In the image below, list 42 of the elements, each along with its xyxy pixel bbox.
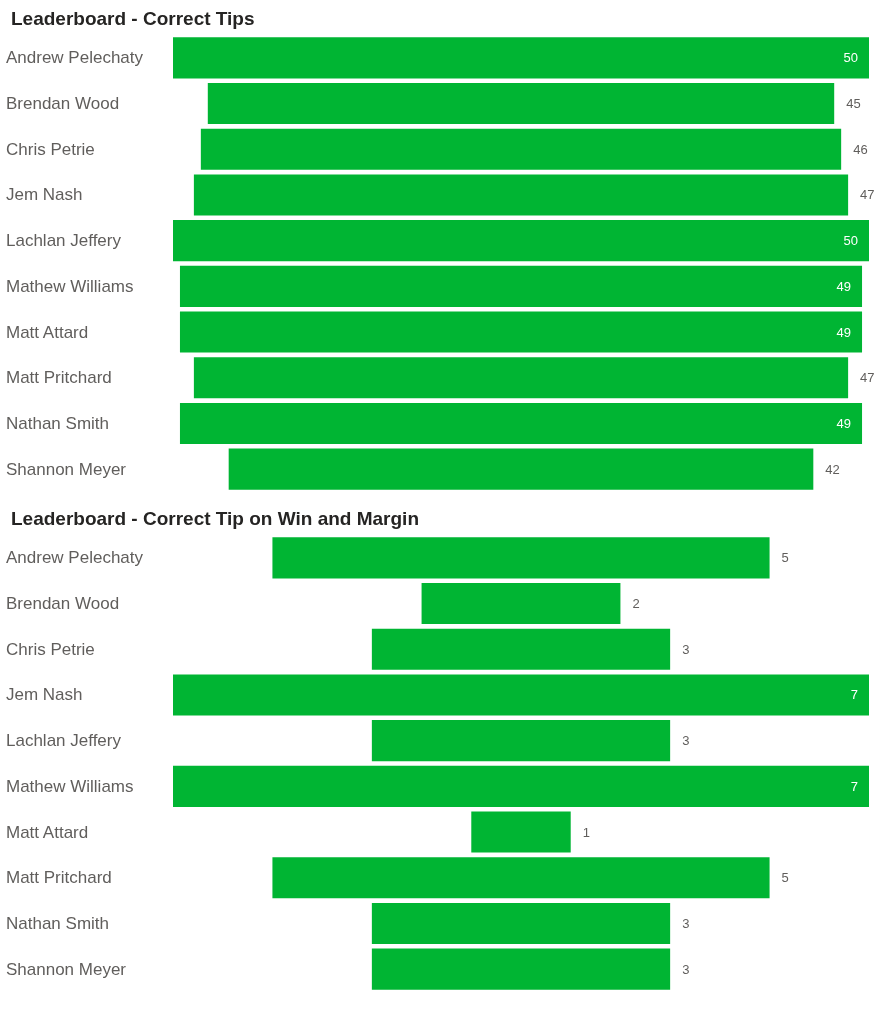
text: Leaderboard - Correct Tip on Win and Margin (11, 508, 420, 529)
category-label: Jem Nash (6, 185, 83, 205)
data-label: 3 (682, 961, 690, 977)
category-label: Nathan Smith (6, 413, 109, 433)
data-label: 47 (860, 370, 875, 386)
category-label: Andrew Pelechaty (6, 548, 144, 568)
category-label: Shannon Meyer (6, 459, 127, 479)
category-label: Jem Nash (6, 685, 83, 705)
data-label: 50 (843, 233, 858, 249)
data-label: 7 (850, 778, 858, 794)
data-label: 7 (850, 687, 858, 703)
data-label: 42 (825, 461, 840, 477)
data-label: 50 (843, 50, 858, 66)
category-label: Matt Attard (6, 822, 89, 842)
data-label: 2 (632, 596, 640, 612)
category-label: Chris Petrie (6, 639, 95, 659)
category-label: Andrew Pelechaty (6, 48, 144, 68)
data-label: 49 (836, 278, 852, 294)
category-label: Shannon Meyer (6, 959, 127, 979)
data-label: 5 (781, 550, 789, 566)
category-label: Mathew Williams (6, 776, 134, 796)
data-label: 5 (781, 870, 789, 886)
text: Leaderboard - Correct Tips (11, 8, 255, 29)
category-label: Brendan Wood (6, 594, 120, 614)
category-label: Matt Pritchard (6, 368, 112, 388)
data-label: 49 (836, 324, 852, 340)
category-label: Matt Pritchard (6, 868, 112, 888)
data-label: 3 (682, 733, 690, 749)
category-label: Matt Attard (6, 322, 89, 342)
category-label: Nathan Smith (6, 913, 109, 933)
data-label: 45 (846, 96, 861, 112)
category-label: Lachlan Jeffery (6, 731, 122, 751)
category-label: Brendan Wood (6, 94, 120, 114)
data-label: 49 (836, 415, 852, 431)
data-label: 47 (860, 187, 875, 203)
data-label: 3 (682, 915, 690, 931)
data-label: 1 (582, 824, 590, 840)
data-label: 46 (853, 141, 868, 157)
category-label: Chris Petrie (6, 139, 95, 159)
category-label: Lachlan Jeffery (6, 231, 122, 251)
category-label: Mathew Williams (6, 276, 134, 296)
data-label: 3 (682, 641, 690, 657)
